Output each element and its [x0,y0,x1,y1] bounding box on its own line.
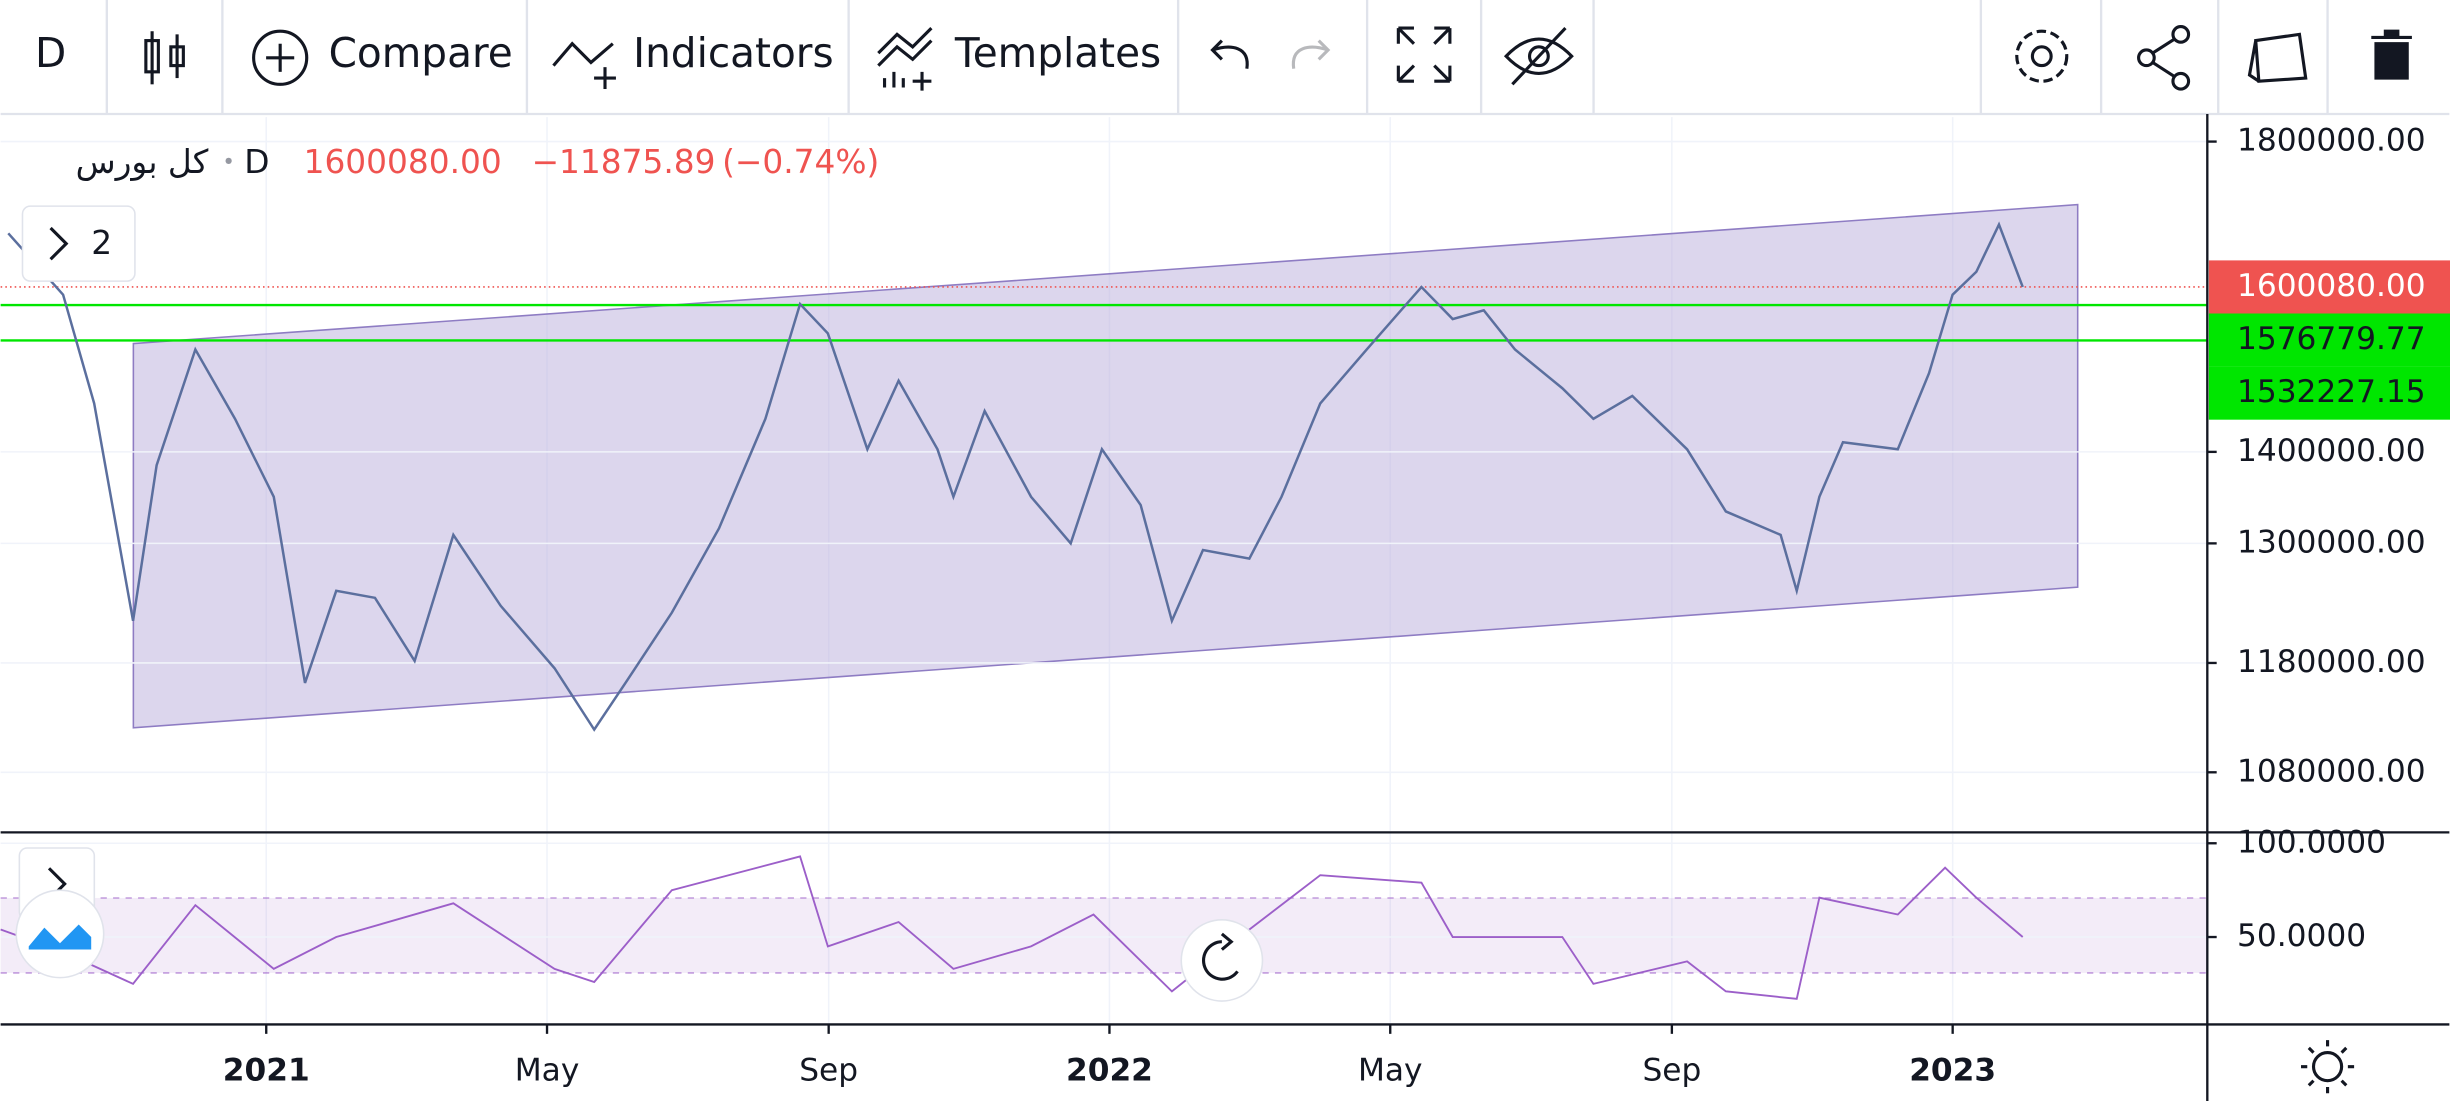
price-label: 1532227.15 [2237,374,2426,410]
legend-price: 1600080.00 [304,143,502,181]
y-tick-label: 1180000.00 [2237,644,2426,680]
x-tick-label: 2023 [1909,1052,1996,1088]
parallel-channel [132,203,2079,729]
templates-label[interactable]: Templates [954,29,1161,77]
hide-button[interactable] [1503,27,1574,86]
reset-button[interactable] [1180,919,1264,1002]
legend-toggle-icon [49,226,69,261]
compare-label[interactable]: Compare [329,29,513,77]
legend-interval: D [244,143,269,181]
templates-button[interactable]: Templates [877,27,1161,91]
y-tick-label: 50.0000 [2237,918,2366,954]
price-label-bg [2208,366,2450,420]
y-tick-label: 1080000.00 [2237,753,2426,789]
interval-button[interactable]: D [35,29,66,77]
share-button[interactable] [2137,24,2191,91]
x-tick-label: May [1358,1052,1423,1088]
indicators-button[interactable]: Indicators [552,29,834,90]
legend: کل بورس D 1600080.00 −11875.89 (−0.74%) … [21,143,879,282]
price-label-bg [2208,313,2450,367]
theme-button[interactable] [2301,1040,2355,1094]
x-tick-label: May [515,1052,580,1088]
snapshot-button[interactable] [2247,32,2308,83]
toolbar: D Compare Indicators Templates [35,0,2412,115]
legend-dot [225,157,232,164]
legend-change: −11875.89 [532,143,716,181]
indicators-label[interactable]: Indicators [633,29,834,77]
delete-button[interactable] [2371,29,2412,80]
x-tick-label: Sep [799,1052,858,1088]
price-pane [132,203,2079,729]
undo-button[interactable] [1210,39,1249,69]
price-label-bg [2208,260,2450,314]
symbol-name: کل بورس [76,143,209,181]
x-tick-label: 2022 [1066,1052,1153,1088]
y-tick-label: 100.0000 [2237,824,2386,860]
x-tick-label: Sep [1642,1052,1701,1088]
redo-button[interactable] [1291,39,1331,69]
reset-icon [1202,932,1239,981]
price-line [0,855,2024,1000]
legend-count[interactable]: 2 [91,224,112,262]
legend-toggle[interactable] [21,205,136,282]
y-tick-label: 1400000.00 [2237,433,2426,469]
rsi-indicator-icon [28,924,92,950]
settings-button[interactable] [2015,29,2069,83]
rsi-indicator-button[interactable] [15,889,105,979]
rsi-band [0,897,2208,973]
price-label: 1576779.77 [2237,321,2426,357]
y-tick-label: 1300000.00 [2237,524,2426,560]
legend-change-percent: (−0.74%) [722,143,879,181]
compare-button[interactable]: Compare [252,29,513,86]
fullscreen-button[interactable] [1396,26,1452,83]
price-label: 1600080.00 [2237,268,2426,304]
chart-layer [0,140,2208,1000]
x-tick-label: 2021 [223,1052,310,1088]
price-line [7,221,2024,732]
chart-type-button[interactable] [144,31,185,85]
y-tick-label: 1800000.00 [2237,123,2426,159]
